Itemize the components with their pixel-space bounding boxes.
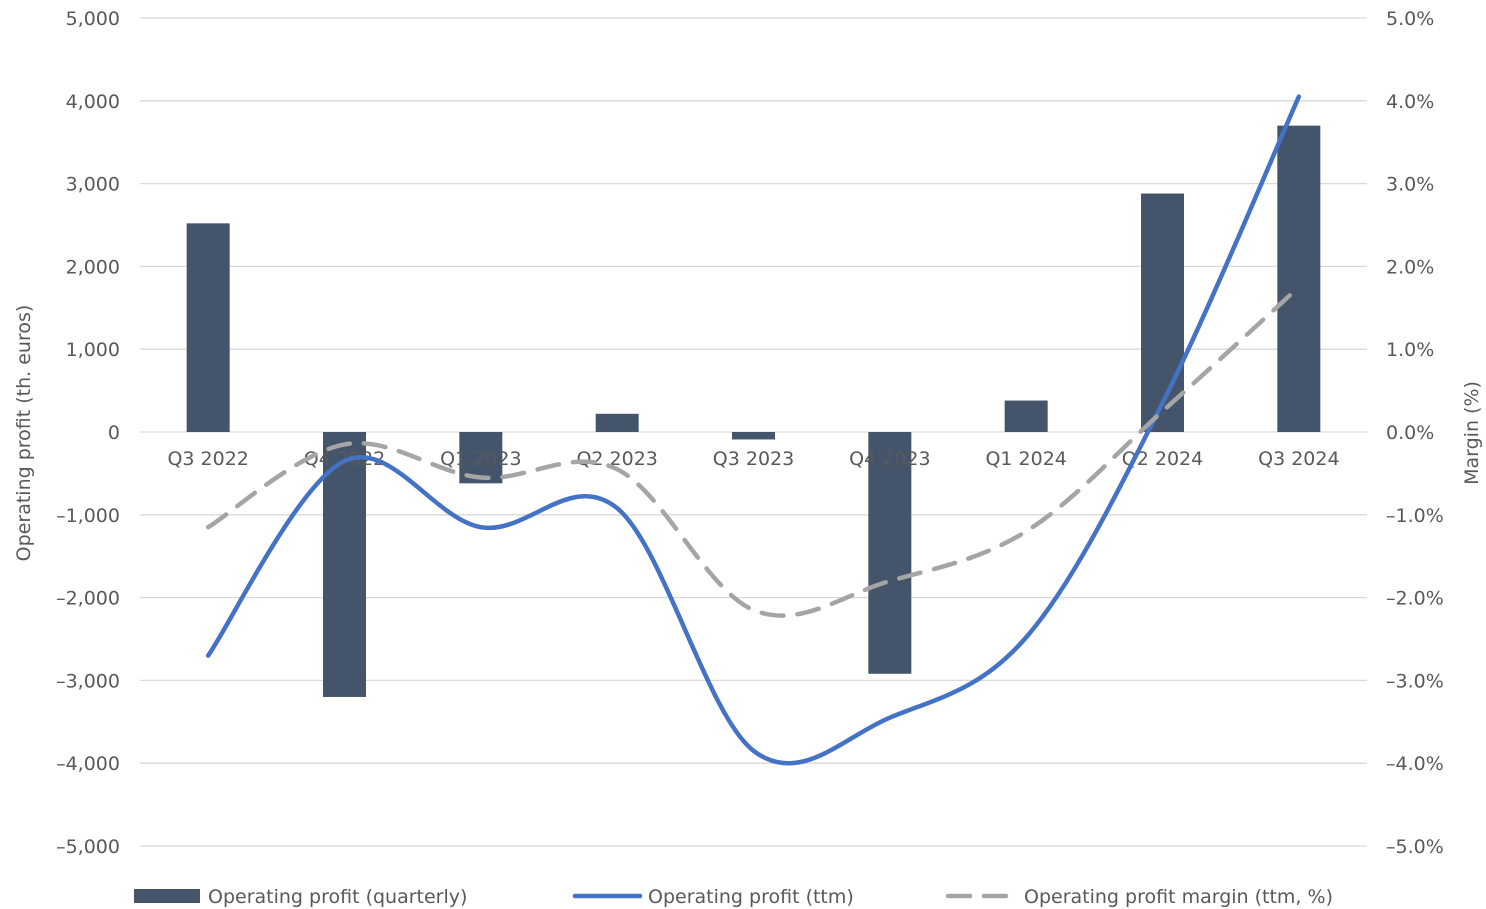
bar [732,432,775,440]
y-tick-label: 2,000 [66,256,120,278]
x-tick-label: Q2 2023 [576,448,657,470]
y2-tick-label: –3.0% [1386,670,1444,692]
x-tick-label: Q1 2023 [440,448,521,470]
y2-tick-label: –5.0% [1386,836,1444,858]
y2-tick-label: –2.0% [1386,588,1444,610]
y-tick-label: 5,000 [66,8,120,30]
x-tick-label: Q3 2024 [1258,448,1339,470]
legend-label: Operating profit (ttm) [648,886,854,908]
legend-label: Operating profit margin (ttm, %) [1024,886,1333,908]
bar [186,223,230,432]
x-tick-label: Q2 2024 [1122,448,1203,470]
right-axis-ticks: 5.0% 4.0% 3.0% 2.0% 1.0% 0.0% –1.0% –2.0% –3.0% –… [1386,8,1444,858]
y-tick-label: –2,000 [56,588,120,610]
x-tick-label: Q4 2023 [849,448,930,470]
y-tick-label: –3,000 [56,670,120,692]
series-line-ttm [205,94,1302,766]
legend-label: Operating profit (quarterly) [208,886,467,908]
y2-tick-label: 2.0% [1386,256,1434,278]
y-tick-label: –5,000 [56,836,120,858]
bar-series [186,125,1321,697]
bar [595,413,639,432]
legend: Operating profit (quarterly) Operating pr… [134,886,1333,908]
x-tick-label: Q3 2023 [713,448,794,470]
y2-tick-label: –1.0% [1386,505,1444,527]
bar [1004,400,1048,432]
y2-tick-label: 0.0% [1386,422,1434,444]
x-tick-label: Q3 2022 [167,448,248,470]
line-series [205,94,1302,766]
y2-tick-label: 4.0% [1386,91,1434,113]
y2-tick-label: 1.0% [1386,339,1434,361]
y2-tick-label: 5.0% [1386,8,1434,30]
bar [1277,125,1321,432]
category-labels: Q3 2022 Q4 2022 Q1 2023 Q2 2023 Q3 2023 Q4 20… [167,448,1339,470]
legend-swatch-bar [134,889,200,903]
y2-tick-label: –4.0% [1386,753,1444,775]
left-axis-ticks: 5,000 4,000 3,000 2,000 1,000 0 –1,000 –2,000 –3… [56,8,120,858]
x-tick-label: Q1 2024 [985,448,1066,470]
left-axis-title: Operating profit (th. euros) [13,305,35,562]
bar [323,432,366,697]
y-tick-label: 0 [108,422,120,444]
y-tick-label: –4,000 [56,753,120,775]
y-tick-label: –1,000 [56,505,120,527]
bar [868,432,912,674]
series-line-margin [205,284,1302,618]
bar [1141,193,1184,432]
y-tick-label: 3,000 [66,174,120,196]
y2-tick-label: 3.0% [1386,174,1434,196]
y-tick-label: 1,000 [66,339,120,361]
y-tick-label: 4,000 [66,91,120,113]
right-axis-title: Margin (%) [1461,381,1483,485]
